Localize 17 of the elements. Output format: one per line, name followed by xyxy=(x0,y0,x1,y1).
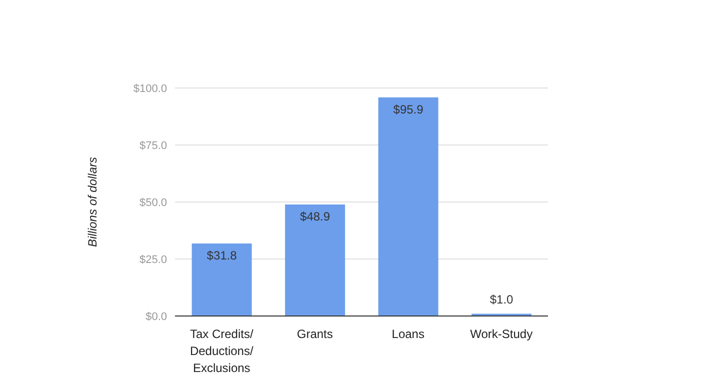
y-tick-label: $25.0 xyxy=(139,254,167,266)
data-label: $31.8 xyxy=(206,248,238,262)
data-label: $1.0 xyxy=(490,292,514,307)
x-tick-label: Work-Study xyxy=(470,327,533,341)
bar xyxy=(378,97,438,316)
y-tick-label: $50.0 xyxy=(139,196,167,209)
y-axis-title: Billions of dollars xyxy=(85,156,100,248)
x-tick-label: Grants xyxy=(296,327,333,341)
data-label: $95.9 xyxy=(393,102,424,116)
bar xyxy=(285,204,346,316)
y-tick-label: $100.0 xyxy=(133,82,167,95)
y-tick-label: $75.0 xyxy=(139,140,167,152)
bar xyxy=(192,243,252,316)
x-tick-label: Tax Credits/ Deductions/ Exclusions xyxy=(190,327,254,375)
x-tick-label: Loans xyxy=(392,327,424,341)
data-label: $48.9 xyxy=(300,210,330,224)
y-tick-label: $0.0 xyxy=(146,310,167,323)
